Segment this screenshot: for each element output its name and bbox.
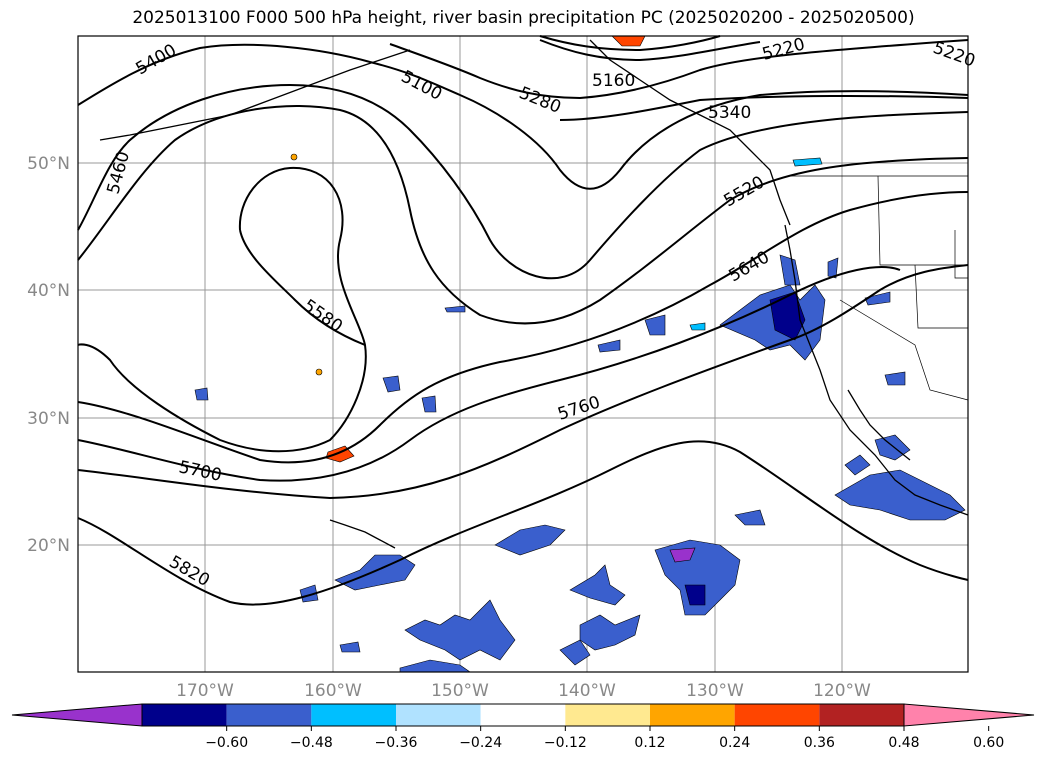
map-frame — [77, 35, 969, 673]
precip-area-subtropics-5 — [404, 599, 516, 661]
precip-area-california-core — [769, 291, 806, 341]
precip-area-mexico-north — [844, 454, 871, 476]
colorbar-extend-high — [903, 703, 1035, 727]
contour-5160 — [539, 35, 721, 52]
colorbar-frame — [141, 703, 905, 727]
precip-area-pacific-1 — [644, 314, 666, 336]
colorbar-segment — [396, 704, 481, 726]
colorbar: −0.60 −0.48 −0.36 −0.24 −0.12 0.12 0.24 0.36 0.4… — [11, 703, 1035, 751]
precip-area-subtropics-8 — [734, 509, 766, 526]
political-boundaries — [790, 175, 969, 401]
contour-5460 — [77, 83, 969, 280]
contour-5640 — [77, 191, 969, 464]
precip-area-arizona — [884, 371, 906, 386]
contour-5580-inner — [239, 229, 366, 346]
colorbar-tick-label: 0.60 — [973, 735, 1004, 751]
contour-5700 — [77, 266, 901, 482]
colorbar-tick-label: −0.48 — [290, 735, 333, 751]
precip-dot-pos-1 — [315, 368, 323, 376]
precip-area-nevada — [864, 291, 891, 306]
colorbar-tick-label: 0.12 — [634, 735, 665, 751]
precip-area-subtropics-2 — [494, 524, 566, 556]
colorbar-segment — [226, 704, 312, 726]
contour-5580 — [77, 166, 367, 453]
precip-area-bc — [792, 157, 823, 167]
coastline-north-america — [784, 224, 969, 516]
precip-area-pacific-5 — [194, 387, 209, 401]
contour-label: 5160 — [592, 71, 635, 91]
map-title: 2025013100 F000 500 hPa height, river ba… — [132, 8, 915, 28]
precip-area-pacific-7 — [339, 641, 361, 653]
precip-area-hawaii — [334, 554, 416, 591]
lon-label-160w: 160°W — [304, 681, 362, 701]
lon-label-170w: 170°W — [176, 681, 234, 701]
contour-5280 — [389, 39, 969, 100]
latitude-labels: 50°N 40°N 30°N 20°N — [27, 154, 70, 556]
coastline-baja — [847, 389, 911, 461]
colorbar-segment — [734, 704, 820, 726]
lon-label-150w: 150°W — [431, 681, 489, 701]
height-contours — [77, 35, 969, 606]
precipitation-shading — [194, 35, 966, 673]
contour-5820 — [77, 440, 969, 606]
colorbar-tick-label: −0.12 — [544, 735, 587, 751]
map-panel: 5400 5460 5100 5280 5160 5220 5220 5340 … — [77, 34, 978, 673]
colorbar-segment — [311, 704, 396, 726]
coastline-aleutians — [99, 49, 411, 141]
precip-area-subtropics-6 — [399, 659, 471, 673]
colorbar-tick-label: 0.36 — [804, 735, 835, 751]
contour-5520 — [77, 104, 969, 325]
colorbar-tick-label: −0.60 — [205, 735, 248, 751]
colorbar-extend-low — [11, 703, 143, 727]
precip-area-subtropics-4 — [579, 614, 641, 651]
precip-area-pacific-4 — [421, 395, 437, 413]
colorbar-segment — [650, 704, 735, 726]
coastline-hawaii — [329, 519, 396, 549]
coastline-bc-alaska — [589, 39, 791, 226]
colorbar-segment — [565, 704, 650, 726]
contour-5400 — [77, 43, 969, 190]
colorbar-segment — [819, 704, 904, 726]
lat-label-20n: 20°N — [27, 536, 70, 556]
precip-area-pacific-3 — [382, 375, 401, 393]
colorbar-tick-label: −0.24 — [459, 735, 502, 751]
precip-area-mexico — [834, 469, 966, 521]
colorbar-tick-label: 0.48 — [888, 735, 919, 751]
lon-label-120w: 120°W — [813, 681, 871, 701]
graticule — [78, 36, 968, 672]
precip-area-idaho — [827, 257, 839, 279]
colorbar-tick-label: −0.36 — [375, 735, 418, 751]
precip-area-pacific-2 — [597, 339, 621, 353]
precip-area-subtropics-3 — [569, 564, 626, 606]
lat-label-30n: 30°N — [27, 409, 70, 429]
lat-label-50n: 50°N — [27, 154, 70, 174]
lat-label-40n: 40°N — [27, 281, 70, 301]
precip-dot-pos-2 — [290, 153, 298, 161]
precip-area-subtropics-1-core — [669, 547, 696, 563]
colorbar-tick-label: 0.24 — [719, 735, 750, 751]
longitude-labels: 170°W 160°W 150°W 140°W 130°W 120°W — [176, 681, 871, 701]
contour-5220 — [539, 39, 761, 62]
colorbar-segment — [142, 704, 227, 726]
lon-label-130w: 130°W — [686, 681, 744, 701]
precip-area-pacific-8 — [444, 305, 466, 313]
colorbar-segment — [480, 704, 566, 726]
contour-label: 5340 — [708, 103, 751, 123]
contour-5760 — [77, 264, 969, 500]
precip-area-subtropics-1-core2 — [684, 584, 706, 606]
lon-label-140w: 140°W — [558, 681, 616, 701]
precip-area-pacific-9 — [689, 322, 706, 331]
precip-area-subtropics-7 — [559, 639, 591, 666]
contour-5340 — [559, 94, 969, 121]
coastlines — [99, 39, 969, 549]
